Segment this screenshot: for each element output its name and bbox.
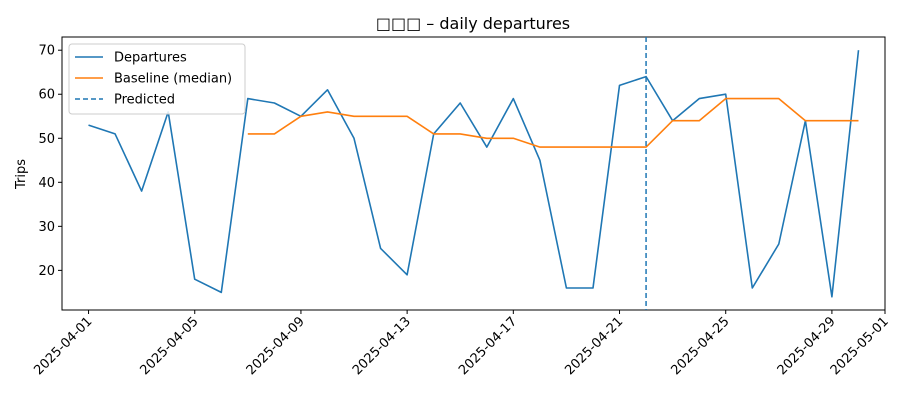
y-tick-label: 40 — [38, 176, 55, 191]
x-tick-label: 2025-04-25 — [669, 314, 733, 378]
legend-label-2: Predicted — [114, 93, 175, 108]
x-tick-label: 2025-04-17 — [456, 314, 520, 378]
plot-frame — [61, 36, 886, 311]
legend-label-1: Baseline (median) — [114, 72, 232, 87]
legend-box — [68, 43, 246, 115]
x-tick-label: 2025-04-05 — [138, 314, 202, 378]
x-tick-label: 2025-04-13 — [350, 314, 414, 378]
series-line-0 — [88, 50, 860, 298]
y-tick-label: 20 — [38, 264, 55, 279]
y-axis: 20 30 40 50 60 70 — [38, 44, 62, 279]
y-axis-label: Trips — [14, 159, 29, 190]
x-tick-label: 2025-04-09 — [244, 314, 308, 378]
y-tick-label: 50 — [38, 132, 55, 147]
y-tick-label: 30 — [38, 220, 55, 235]
y-tick-label: 60 — [38, 88, 55, 103]
x-axis: 2025-04-01 2025-04-05 2025-04-09 2025-04-13… — [31, 310, 892, 378]
chart-title: □□□ – daily departures — [376, 14, 570, 33]
legend-label-0: Departures — [114, 51, 187, 66]
legend: Departures Baseline (median) Predicted — [68, 43, 246, 115]
series-line-1 — [247, 97, 859, 148]
series-group — [88, 37, 860, 310]
y-tick-label: 70 — [38, 44, 55, 59]
x-tick-label: 2025-04-01 — [31, 314, 95, 378]
x-tick-label: 2025-04-21 — [562, 314, 626, 378]
